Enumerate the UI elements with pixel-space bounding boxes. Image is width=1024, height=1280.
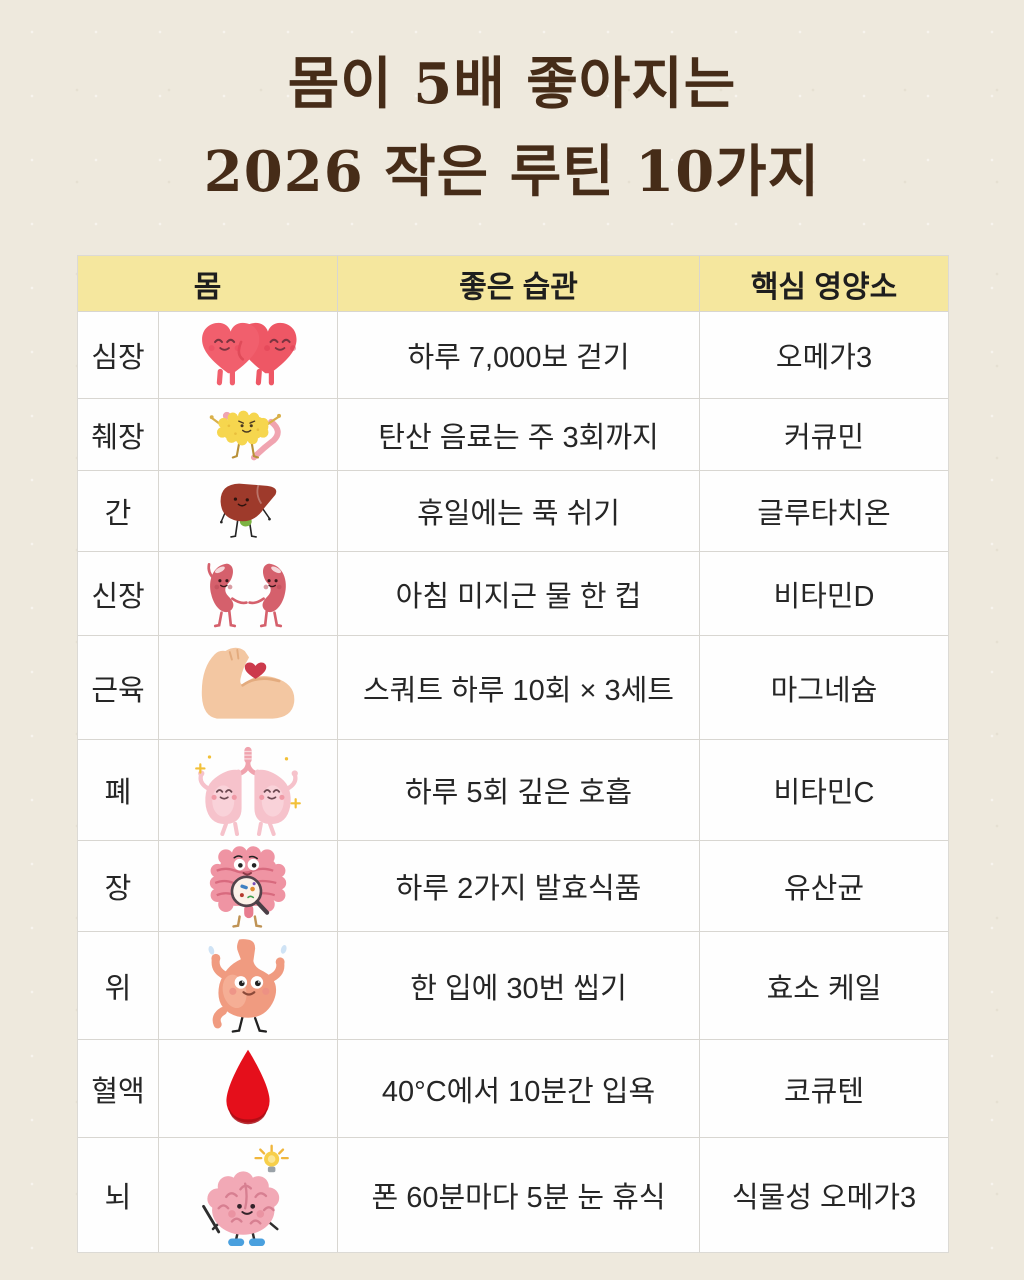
nutrient-text: 식물성 오메가3 [700,1138,948,1252]
habit-text: 한 입에 30번 씹기 [338,932,699,1039]
habit-text: 하루 5회 깊은 호흡 [338,740,699,840]
header-habit: 좋은 습관 [338,256,699,311]
brain-icon [159,1138,337,1252]
habit-text: 폰 60분마다 5분 눈 휴식 [338,1138,699,1252]
header-body: 몸 [78,256,337,311]
habit-text: 40°C에서 10분간 입욕 [338,1040,699,1137]
nutrient-text: 글루타치온 [700,471,948,551]
stomach-icon [159,932,337,1039]
organ-label: 뇌 [78,1138,158,1252]
organ-label: 췌장 [78,399,158,470]
blood-drop-icon [159,1040,337,1137]
muscle-icon [159,636,337,739]
pancreas-icon [159,399,337,470]
habit-text: 탄산 음료는 주 3회까지 [338,399,699,470]
nutrient-text: 유산균 [700,841,948,931]
habit-text: 하루 2가지 발효식품 [338,841,699,931]
title-line-1: 몸이 5배 좋아지는 [287,51,737,117]
nutrient-text: 코큐텐 [700,1040,948,1137]
organ-label: 폐 [78,740,158,840]
kidney-icon [159,552,337,635]
nutrient-text: 오메가3 [700,312,948,398]
nutrient-text: 비타민C [700,740,948,840]
organ-label: 간 [78,471,158,551]
organ-label: 위 [78,932,158,1039]
nutrient-text: 커큐민 [700,399,948,470]
lungs-icon [159,740,337,840]
nutrient-text: 마그네슘 [700,636,948,739]
intestine-icon [159,841,337,931]
organ-label: 혈액 [78,1040,158,1137]
habit-text: 아침 미지근 물 한 컵 [338,552,699,635]
habit-text: 하루 7,000보 걷기 [338,312,699,398]
nutrient-text: 비타민D [700,552,948,635]
routine-table: 몸 좋은 습관 핵심 영양소 심장 [77,255,949,1253]
title-line-2: 2026 작은 루틴 10가지 [203,139,821,206]
organ-label: 신장 [78,552,158,635]
page-title: 몸이 5배 좋아지는 2026 작은 루틴 10가지 [0,40,1024,217]
habit-text: 스쿼트 하루 10회 × 3세트 [338,636,699,739]
nutrient-text: 효소 케일 [700,932,948,1039]
organ-label: 심장 [78,312,158,398]
header-nutrient: 핵심 영양소 [700,256,948,311]
organ-label: 장 [78,841,158,931]
heart-icon [159,312,337,398]
liver-icon [159,471,337,551]
habit-text: 휴일에는 푹 쉬기 [338,471,699,551]
organ-label: 근육 [78,636,158,739]
